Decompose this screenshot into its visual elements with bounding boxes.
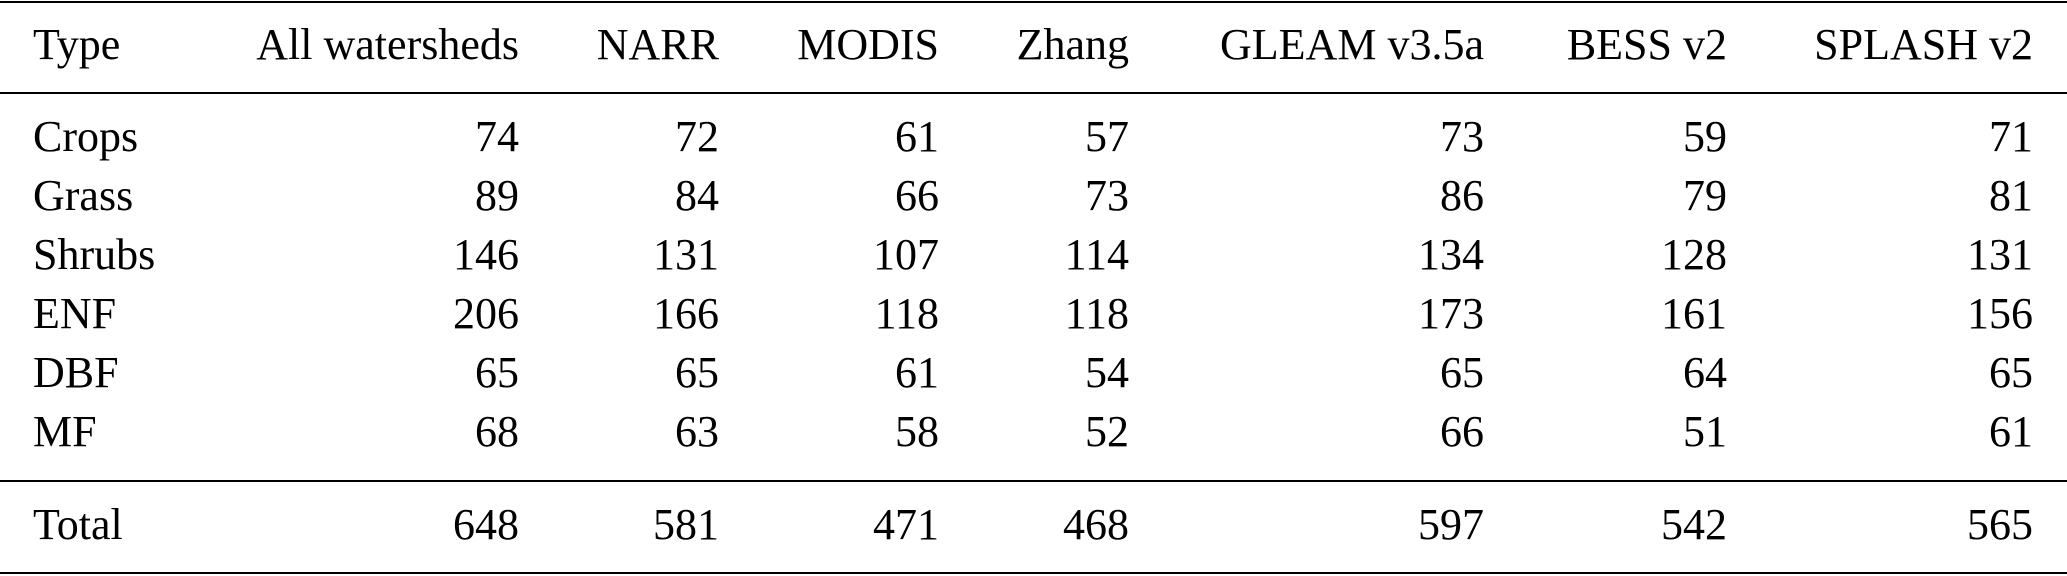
- column-header: BESS v2: [1566, 20, 1727, 69]
- table-cell: 65: [1989, 348, 2033, 397]
- header-rule: [0, 92, 2067, 94]
- table-cell: 648: [453, 500, 519, 549]
- column-header: All watersheds: [256, 20, 519, 69]
- bottom-rule: [0, 572, 2067, 574]
- table-cell: 565: [1967, 500, 2033, 549]
- table-cell: 66: [1440, 407, 1484, 456]
- row-label: Crops: [33, 112, 139, 161]
- table-cell: 131: [1967, 230, 2033, 279]
- column-header: MODIS: [797, 20, 939, 69]
- table-row: MF 68 63 58 52 66 51 61: [0, 402, 2067, 461]
- table-cell: 65: [675, 348, 719, 397]
- table-cell: 68: [475, 407, 519, 456]
- row-label: Shrubs: [33, 230, 156, 279]
- table-cell: 107: [873, 230, 939, 279]
- table-cell: 64: [1683, 348, 1727, 397]
- table-cell: 79: [1683, 171, 1727, 220]
- spacer: [2033, 166, 2067, 225]
- row-label: ENF: [33, 289, 117, 338]
- column-header: Type: [33, 20, 121, 69]
- table-cell: 54: [1085, 348, 1129, 397]
- table-cell: 118: [874, 289, 939, 338]
- spacer: [2033, 15, 2067, 74]
- table-row: Shrubs 146 131 107 114 134 128 131: [0, 225, 2067, 284]
- table-cell: 468: [1063, 500, 1129, 549]
- table-cell: 161: [1661, 289, 1727, 338]
- table-cell: 73: [1085, 171, 1129, 220]
- table-cell: 59: [1683, 112, 1727, 161]
- table-cell: 128: [1661, 230, 1727, 279]
- table-cell: 89: [475, 171, 519, 220]
- spacer: [2033, 343, 2067, 402]
- table-cell: 58: [895, 407, 939, 456]
- row-label: Total: [33, 500, 123, 549]
- row-label: Grass: [33, 171, 134, 220]
- table-cell: 52: [1085, 407, 1129, 456]
- table-header: Type All watersheds NARR MODIS Zhang GLEAM v3…: [0, 15, 2067, 74]
- table-cell: 71: [1989, 112, 2033, 161]
- column-header: NARR: [596, 20, 719, 69]
- table-cell: 166: [653, 289, 719, 338]
- table-cell: 65: [1440, 348, 1484, 397]
- column-header: Zhang: [1016, 20, 1129, 69]
- spacer: [2033, 107, 2067, 166]
- column-header: SPLASH v2: [1814, 20, 2033, 69]
- column-header: GLEAM v3.5a: [1220, 20, 1484, 69]
- table-cell: 61: [895, 348, 939, 397]
- table-cell: 73: [1440, 112, 1484, 161]
- table-body: Crops 74 72 61 57 73 59 71 Grass 89 84 66 73 86 79 81 Sh…: [0, 107, 2067, 461]
- table-cell: 63: [675, 407, 719, 456]
- spacer: [2033, 225, 2067, 284]
- table-cell: 146: [453, 230, 519, 279]
- spacer: [2033, 402, 2067, 461]
- table-cell: 61: [1989, 407, 2033, 456]
- table-total: Total 648 581 471 468 597 542 565: [0, 495, 2067, 554]
- table-cell: 74: [475, 112, 519, 161]
- table-cell: 173: [1418, 289, 1484, 338]
- row-label: DBF: [33, 348, 119, 397]
- table-cell: 65: [475, 348, 519, 397]
- table-cell: 118: [1064, 289, 1129, 338]
- table-cell: 57: [1085, 112, 1129, 161]
- spacer: [2033, 284, 2067, 343]
- table-cell: 84: [675, 171, 719, 220]
- table-cell: 597: [1418, 500, 1484, 549]
- table-row: ENF 206 166 118 118 173 161 156: [0, 284, 2067, 343]
- table-cell: 471: [873, 500, 939, 549]
- table-cell: 51: [1683, 407, 1727, 456]
- table-cell: 86: [1440, 171, 1484, 220]
- table-cell: 72: [675, 112, 719, 161]
- table-cell: 156: [1967, 289, 2033, 338]
- table-row: DBF 65 65 61 54 65 64 65: [0, 343, 2067, 402]
- table-cell: 81: [1989, 171, 2033, 220]
- total-rule: [0, 480, 2067, 482]
- top-rule: [0, 1, 2067, 3]
- table-cell: 134: [1418, 230, 1484, 279]
- table-cell: 581: [653, 500, 719, 549]
- table-row: Crops 74 72 61 57 73 59 71: [0, 107, 2067, 166]
- spacer: [2033, 495, 2067, 554]
- table-row: Grass 89 84 66 73 86 79 81: [0, 166, 2067, 225]
- table-cell: 114: [1064, 230, 1129, 279]
- table-cell: 542: [1661, 500, 1727, 549]
- row-label: MF: [33, 407, 97, 456]
- table-cell: 206: [453, 289, 519, 338]
- table-cell: 66: [895, 171, 939, 220]
- table-cell: 131: [653, 230, 719, 279]
- header-row: Type All watersheds NARR MODIS Zhang GLEAM v3…: [0, 15, 2067, 74]
- table-cell: 61: [895, 112, 939, 161]
- total-row: Total 648 581 471 468 597 542 565: [0, 495, 2067, 554]
